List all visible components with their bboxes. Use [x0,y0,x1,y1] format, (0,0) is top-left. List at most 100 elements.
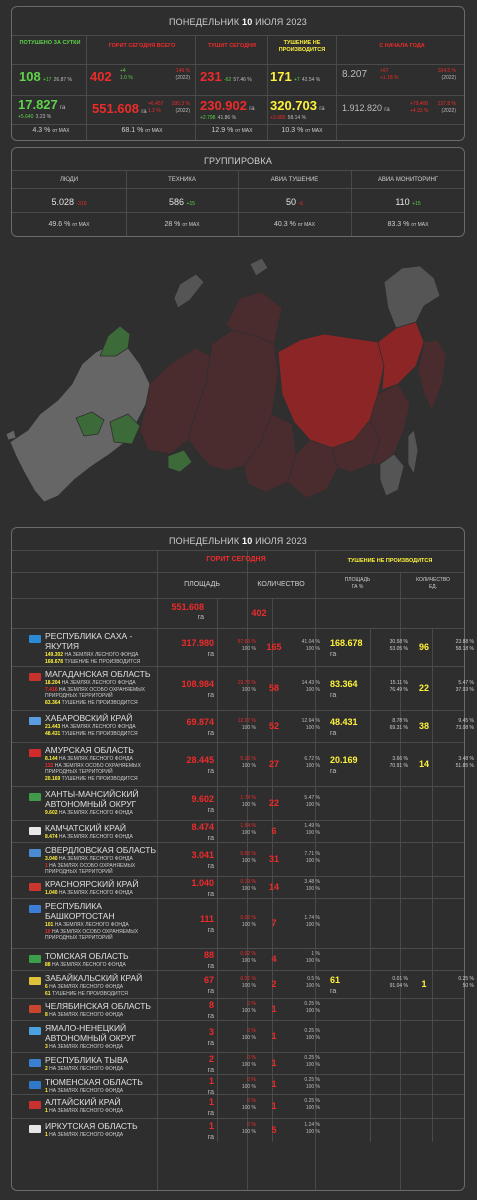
region-count-pct-1: 3.48 % [304,879,320,885]
region-detail-value: 48.431 [45,730,61,737]
cell-divider [370,743,371,786]
region-area-pct: 0 % 100 % [222,1077,256,1091]
region-area-pct-2: 100 % [241,922,256,928]
not-extinguished-max: 10.3 % от MAX [281,127,323,134]
table-row[interactable]: АЛТАЙСКИЙ КРАЙ 1 НА ЗЕМЛЯХ ЛЕСНОГО ФОНДА 1… [12,1094,464,1118]
region-area: 8.474 га [172,822,214,843]
region-detail-value: 8.144 [45,756,58,762]
region-notext-area: 48.431 га [330,717,368,738]
table-row[interactable]: ИРКУТСКАЯ ОБЛАСТЬ 1 НА ЗЕМЛЯХ ЛЕСНОГО ФОН… [12,1118,464,1142]
region-area-value: 2 [208,1054,214,1064]
table-row[interactable]: ЗАБАЙКАЛЬСКИЙ КРАЙ 6 НА ЗЕМЛЯХ ЛЕСНОГО ФО… [12,970,474,998]
region-area: 67 га [172,975,214,996]
region-area-pct-2: 100 % [241,1008,256,1014]
cell-divider [432,667,433,710]
group-value-tech: 586 +15 [168,197,196,207]
map-region-karelia [99,325,131,357]
cell-divider [272,1075,273,1094]
region-detail-value: 10 [45,928,51,935]
grouping-title: ГРУППИРОВКА [203,156,273,166]
cell-divider [272,1021,273,1052]
region-notext-area-value: 20.169 [330,755,358,765]
region-detail-value: 1 [45,1132,48,1138]
table-row[interactable]: МАГАДАНСКАЯ ОБЛАСТЬ 18.204 НА ЗЕМЛЯХ ЛЕСН… [12,666,474,710]
region-detail-label: ТУШЕНИЕ НЕ ПРОИЗВОДИТСЯ [60,730,138,737]
region-detail-label: НА ЗЕМЛЯХ ОСОБО ОХРАНЯЕМЫХ ПРИРОДНЫХ ТЕР… [45,686,145,700]
region-count-pct-1: 1 % [311,951,320,957]
table-row[interactable]: ТОМСКАЯ ОБЛАСТЬ 88 НА ЗЕМЛЯХ ЛЕСНОГО ФОНД… [12,948,464,970]
cell-divider [272,743,273,786]
region-area-pct-2: 100 % [241,1084,256,1090]
cell-divider [370,1095,371,1118]
header-burning-total: ГОРИТ СЕГОДНЯ ВСЕГО [108,43,176,49]
cell-divider [217,999,218,1020]
table-row[interactable]: АМУРСКАЯ ОБЛАСТЬ 8.144 НА ЗЕМЛЯХ ЛЕСНОГО … [12,742,474,786]
region-area-pct-2: 100 % [241,802,256,808]
region-detail-value: 9.602 [45,810,58,816]
extinguished-area: 17.827 га +5.640 3.23 % [18,97,66,120]
map-region-novaya-zemlya [173,273,205,309]
region-detail-value: 88 [45,962,51,968]
region-count: 1 [271,1004,277,1014]
table-row[interactable]: СВЕРДЛОВСКАЯ ОБЛАСТЬ 3.040 НА ЗЕМЛЯХ ЛЕСН… [12,842,464,876]
region-notext-area-value: 83.364 [330,679,358,689]
region-count-pct-1: 1.24 % [304,1122,320,1128]
region-area-value: 9.602 [191,794,214,804]
region-count-pct-1: 0.25 % [304,1028,320,1034]
cell-divider [432,787,433,820]
region-notext-count-pct: 3.48 % 51.85 % [440,756,474,770]
region-count-pct-2: 100 % [305,983,320,989]
table-row[interactable]: ХАНТЫ-МАНСИЙСКИЙ АВТОНОМНЫЙ ОКРУГ 9.602 Н… [12,786,464,820]
cell-divider [217,629,218,666]
region-notext-area-unit: га [330,987,337,995]
region-count-pct: 0.25 % 100 % [292,1001,320,1015]
extinguished-count: 108 +17 26.87 % [19,69,73,84]
region-count: 27 [268,759,279,769]
region-count-pct-1: 0.5 % [307,976,320,982]
region-area: 3 га [172,1027,214,1048]
region-flag-icon [29,1125,41,1133]
region-count-pct: 1.24 % 100 % [292,1122,320,1136]
region-flag-icon [29,1005,41,1013]
region-name: ЯМАЛО-НЕНЕЦКИЙ АВТОНОМНЫЙ ОКРУГ [45,1023,137,1043]
region-details: 3 НА ЗЕМЛЯХ ЛЕСНОГО ФОНДА [45,1044,157,1051]
region-detail-line: 149.302 НА ЗЕМЛЯХ ЛЕСНОГО ФОНДА [45,652,157,659]
region-notext-count-pct-1: 0.25 % [458,976,474,982]
table-row[interactable]: ТЮМЕНСКАЯ ОБЛАСТЬ 1 НА ЗЕМЛЯХ ЛЕСНОГО ФОН… [12,1074,464,1096]
region-detail-line: 168.678 ТУШЕНИЕ НЕ ПРОИЗВОДИТСЯ [45,659,157,666]
region-detail-label: НА ЗЕМЛЯХ ЛЕСНОГО ФОНДА [60,724,136,730]
region-detail-line: 18.204 НА ЗЕМЛЯХ ЛЕСНОГО ФОНДА [45,680,157,687]
region-count-pct: 14.43 % 100 % [292,680,320,694]
region-notext-area-unit: га [330,691,337,699]
region-notext-area-unit: га [330,729,337,737]
region-count-pct-2: 100 % [305,1035,320,1041]
table-row[interactable]: РЕСПУБЛИКА САХА - ЯКУТИЯ 149.302 НА ЗЕМЛЯ… [12,628,474,666]
region-name: ХАНТЫ-МАНСИЙСКИЙ АВТОНОМНЫЙ ОКРУГ [45,789,139,809]
table-row[interactable]: КАМЧАТСКИЙ КРАЙ 8.474 НА ЗЕМЛЯХ ЛЕСНОГО Ф… [12,820,464,842]
region-area-pct-2: 100 % [241,763,256,769]
table-row[interactable]: ЧЕЛЯБИНСКАЯ ОБЛАСТЬ 8 НА ЗЕМЛЯХ ЛЕСНОГО Ф… [12,998,464,1020]
region-notext-area: 61 га [330,975,368,996]
region-area-pct: 0 % 100 % [222,1098,256,1112]
table-row[interactable]: ЯМАЛО-НЕНЕЦКИЙ АВТОНОМНЫЙ ОКРУГ 3 НА ЗЕМЛ… [12,1020,464,1052]
region-detail-line: 1 НА ЗЕМЛЯХ ЛЕСНОГО ФОНДА [45,1132,157,1139]
region-detail-line: 9.602 НА ЗЕМЛЯХ ЛЕСНОГО ФОНДА [45,810,157,817]
cell-divider [370,877,371,898]
table-row[interactable]: КРАСНОЯРСКИЙ КРАЙ 1.040 НА ЗЕМЛЯХ ЛЕСНОГО… [12,876,464,898]
burning-today-count: 231 -62 57.46 % [200,69,252,84]
region-notext-pct-1: 0.01 % [392,976,408,982]
regions-table-body: РЕСПУБЛИКА САХА - ЯКУТИЯ 149.302 НА ЗЕМЛЯ… [12,628,474,1190]
table-row[interactable]: ХАБАРОВСКИЙ КРАЙ 21.443 НА ЗЕМЛЯХ ЛЕСНОГО… [12,710,474,742]
region-area-pct-1: 0 % [247,1098,256,1104]
table-row[interactable]: РЕСПУБЛИКА ТЫВА 2 НА ЗЕМЛЯХ ЛЕСНОГО ФОНДА… [12,1052,464,1074]
region-area: 28.445 га [172,755,214,776]
region-flag-icon [29,749,41,757]
region-count-pct: 3.48 % 100 % [292,879,320,893]
region-details: 8.474 НА ЗЕМЛЯХ ЛЕСНОГО ФОНДА [45,834,157,841]
daily-summary-panel: ПОНЕДЕЛЬНИК 10 ИЮЛЯ 2023 ПОТУШЕНО ЗА СУТ… [11,6,465,141]
table-row[interactable]: РЕСПУБЛИКА БАШКОРТОСТАН 101 НА ЗЕМЛЯХ ЛЕС… [12,898,464,948]
region-detail-line: 3.040 НА ЗЕМЛЯХ ЛЕСНОГО ФОНДА [45,856,157,863]
region-details: 3.040 НА ЗЕМЛЯХ ЛЕСНОГО ФОНДА 1 НА ЗЕМЛЯХ… [45,856,157,876]
region-detail-label: НА ЗЕМЛЯХ ЛЕСНОГО ФОНДА [47,1066,124,1072]
region-area-pct-1: 0 % [247,1122,256,1128]
